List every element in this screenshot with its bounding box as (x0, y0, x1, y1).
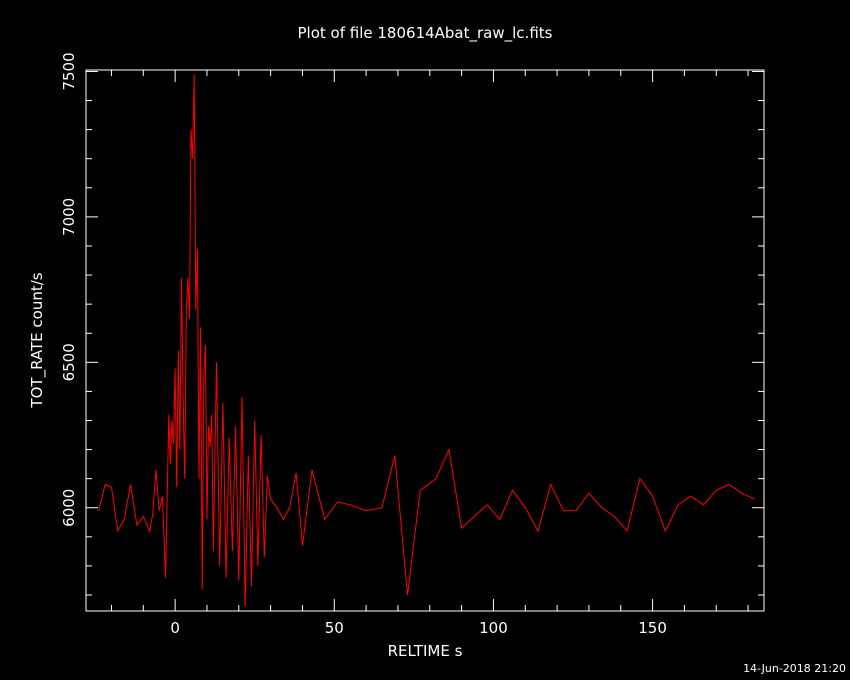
series-line (98, 74, 755, 607)
axis-ticks (86, 70, 764, 611)
y-tick-label: 6000 (60, 489, 78, 527)
y-tick-label: 7000 (60, 198, 78, 236)
y-tick-label: 7500 (60, 52, 78, 90)
x-axis-label: RELTIME s (388, 642, 463, 660)
x-tick-label: 100 (479, 619, 508, 637)
x-tick-label: 50 (325, 619, 344, 637)
x-tick-label: 150 (638, 619, 667, 637)
plot-area-frame (85, 69, 765, 612)
x-tick-label: 0 (170, 619, 180, 637)
plot-timestamp: 14-Jun-2018 21:20 (743, 662, 846, 675)
chart-title: Plot of file 180614Abat_raw_lc.fits (298, 24, 553, 43)
axis-tick-labels: 0 50 100 150 6000 6500 7000 7500 (60, 52, 667, 637)
y-tick-label: 6500 (60, 343, 78, 381)
series-group (98, 74, 755, 607)
y-axis-label: TOT_RATE count/s (28, 272, 47, 408)
